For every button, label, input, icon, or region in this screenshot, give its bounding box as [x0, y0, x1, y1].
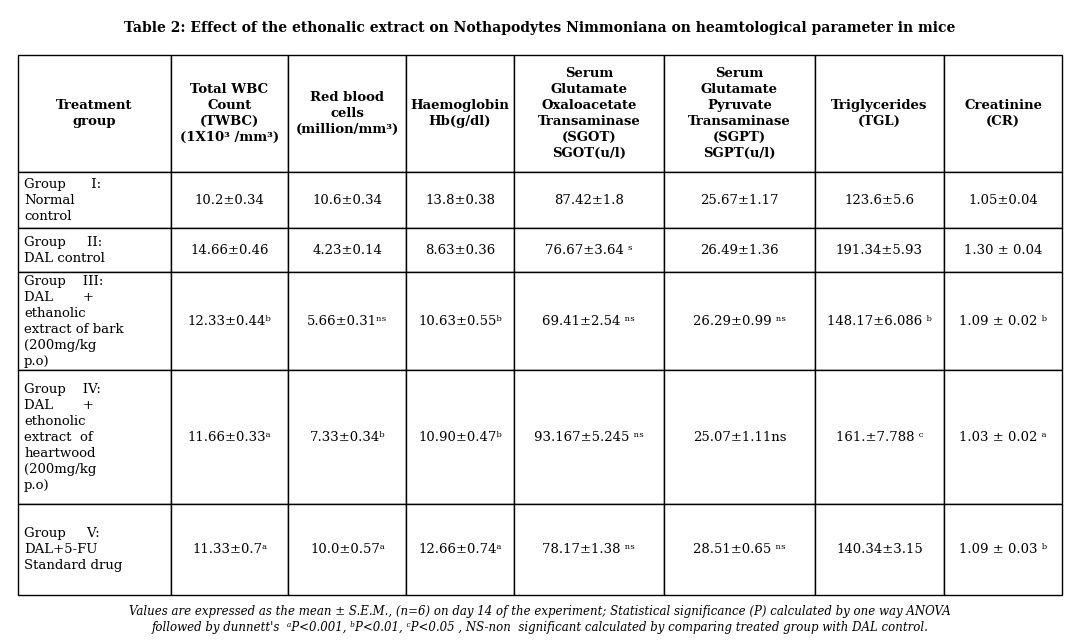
Bar [288, 370, 406, 504]
Text: Haemoglobin
Hb(g/dl): Haemoglobin Hb(g/dl) [410, 99, 510, 128]
Text: 1.09 ± 0.03 ᵇ: 1.09 ± 0.03 ᵇ [959, 543, 1048, 556]
Bar [514, 370, 664, 504]
Text: 25.67±1.17: 25.67±1.17 [700, 194, 779, 206]
Bar [944, 272, 1062, 370]
Bar [171, 55, 288, 172]
Bar [664, 504, 814, 595]
Bar [406, 272, 514, 370]
Bar [514, 172, 664, 228]
Text: Values are expressed as the mean ± S.E.M., (n=6) on day 14 of the experiment; St: Values are expressed as the mean ± S.E.M… [130, 605, 950, 618]
Bar [18, 272, 171, 370]
Bar [288, 228, 406, 272]
Bar [288, 172, 406, 228]
Text: Group     V:
DAL+5-FU
Standard drug: Group V: DAL+5-FU Standard drug [24, 527, 122, 572]
Text: 10.63±0.55ᵇ: 10.63±0.55ᵇ [418, 314, 502, 327]
Bar [288, 272, 406, 370]
Bar [18, 228, 171, 272]
Bar [171, 370, 288, 504]
Text: 140.34±3.15: 140.34±3.15 [836, 543, 922, 556]
Bar [664, 55, 814, 172]
Text: 12.66±0.74ᵃ: 12.66±0.74ᵃ [418, 543, 502, 556]
Text: 1.30 ± 0.04: 1.30 ± 0.04 [963, 244, 1042, 257]
Bar [171, 504, 288, 595]
Bar [18, 504, 171, 595]
Text: 4.23±0.14: 4.23±0.14 [312, 244, 382, 257]
Text: Red blood
cells
(million/mm³): Red blood cells (million/mm³) [296, 91, 399, 136]
Bar [514, 55, 664, 172]
Bar [814, 55, 944, 172]
Text: 13.8±0.38: 13.8±0.38 [426, 194, 495, 206]
Text: 1.03 ± 0.02 ᵃ: 1.03 ± 0.02 ᵃ [959, 431, 1047, 444]
Bar [406, 55, 514, 172]
Bar [944, 504, 1062, 595]
Text: Group      I:
Normal
control: Group I: Normal control [24, 177, 102, 222]
Bar [406, 370, 514, 504]
Bar [514, 272, 664, 370]
Text: 10.90±0.47ᵇ: 10.90±0.47ᵇ [418, 431, 502, 444]
Text: Serum
Glutamate
Oxaloacetate
Transaminase
(SGOT)
SGOT(u/l): Serum Glutamate Oxaloacetate Transaminas… [538, 67, 640, 160]
Text: 26.29±0.99 ⁿˢ: 26.29±0.99 ⁿˢ [693, 314, 786, 327]
Text: 10.6±0.34: 10.6±0.34 [312, 194, 382, 206]
Text: 1.05±0.04: 1.05±0.04 [968, 194, 1038, 206]
Text: Treatment
group: Treatment group [56, 99, 133, 128]
Text: 76.67±3.64 ˢ: 76.67±3.64 ˢ [545, 244, 633, 257]
Text: 123.6±5.6: 123.6±5.6 [845, 194, 915, 206]
Text: 14.66±0.46: 14.66±0.46 [190, 244, 269, 257]
Bar [814, 272, 944, 370]
Text: 1.09 ± 0.02 ᵇ: 1.09 ± 0.02 ᵇ [959, 314, 1048, 327]
Bar [171, 172, 288, 228]
Text: 25.07±1.11ns: 25.07±1.11ns [692, 431, 786, 444]
Bar [18, 55, 171, 172]
Bar [171, 228, 288, 272]
Bar [944, 55, 1062, 172]
Bar [514, 504, 664, 595]
Bar [406, 228, 514, 272]
Bar [18, 370, 171, 504]
Text: Creatinine
(CR): Creatinine (CR) [964, 99, 1042, 128]
Text: Triglycerides
(TGL): Triglycerides (TGL) [832, 99, 928, 128]
Text: 87.42±1.8: 87.42±1.8 [554, 194, 624, 206]
Text: 12.33±0.44ᵇ: 12.33±0.44ᵇ [188, 314, 271, 327]
Bar [664, 172, 814, 228]
Text: Group    IV:
DAL       +
ethonolic
extract  of
heartwood
(200mg/kg
p.o): Group IV: DAL + ethonolic extract of hea… [24, 383, 100, 492]
Text: 26.49±1.36: 26.49±1.36 [700, 244, 779, 257]
Text: 10.2±0.34: 10.2±0.34 [194, 194, 265, 206]
Text: Group    III:
DAL       +
ethanolic
extract of bark
(200mg/kg
p.o): Group III: DAL + ethanolic extract of ba… [24, 275, 124, 368]
Bar [944, 370, 1062, 504]
Bar [944, 228, 1062, 272]
Text: 78.17±1.38 ⁿˢ: 78.17±1.38 ⁿˢ [542, 543, 635, 556]
Bar [664, 272, 814, 370]
Bar [288, 504, 406, 595]
Text: 7.33±0.34ᵇ: 7.33±0.34ᵇ [310, 431, 386, 444]
Bar [514, 228, 664, 272]
Text: 5.66±0.31ⁿˢ: 5.66±0.31ⁿˢ [307, 314, 388, 327]
Bar [406, 172, 514, 228]
Bar [664, 370, 814, 504]
Bar [944, 172, 1062, 228]
Bar [288, 55, 406, 172]
Text: 69.41±2.54 ⁿˢ: 69.41±2.54 ⁿˢ [542, 314, 635, 327]
Bar [406, 504, 514, 595]
Bar [814, 370, 944, 504]
Bar [814, 172, 944, 228]
Text: Group     II:
DAL control: Group II: DAL control [24, 235, 105, 265]
Text: 191.34±5.93: 191.34±5.93 [836, 244, 923, 257]
Text: 148.17±6.086 ᵇ: 148.17±6.086 ᵇ [827, 314, 932, 327]
Bar [814, 504, 944, 595]
Text: 28.51±0.65 ⁿˢ: 28.51±0.65 ⁿˢ [693, 543, 786, 556]
Bar [18, 172, 171, 228]
Text: 93.167±5.245 ⁿˢ: 93.167±5.245 ⁿˢ [534, 431, 644, 444]
Text: 11.66±0.33ᵃ: 11.66±0.33ᵃ [188, 431, 271, 444]
Text: 10.0±0.57ᵃ: 10.0±0.57ᵃ [310, 543, 384, 556]
Text: Serum
Glutamate
Pyruvate
Transaminase
(SGPT)
SGPT(u/l): Serum Glutamate Pyruvate Transaminase (S… [688, 67, 791, 160]
Text: 161.±7.788 ᶜ: 161.±7.788 ᶜ [836, 431, 923, 444]
Text: followed by dunnett's  ᵃP<0.001, ᵇP<0.01, ᶜP<0.05 , NS-non  significant calculat: followed by dunnett's ᵃP<0.001, ᵇP<0.01,… [151, 621, 929, 634]
Bar [814, 228, 944, 272]
Text: 11.33±0.7ᵃ: 11.33±0.7ᵃ [192, 543, 267, 556]
Text: Table 2: Effect of the ethonalic extract on Nothapodytes Nimmoniana on heamtolog: Table 2: Effect of the ethonalic extract… [124, 21, 956, 35]
Text: 8.63±0.36: 8.63±0.36 [424, 244, 495, 257]
Text: Total WBC
Count
(TWBC)
(1X10³ /mm³): Total WBC Count (TWBC) (1X10³ /mm³) [180, 83, 279, 144]
Bar [171, 272, 288, 370]
Bar [664, 228, 814, 272]
